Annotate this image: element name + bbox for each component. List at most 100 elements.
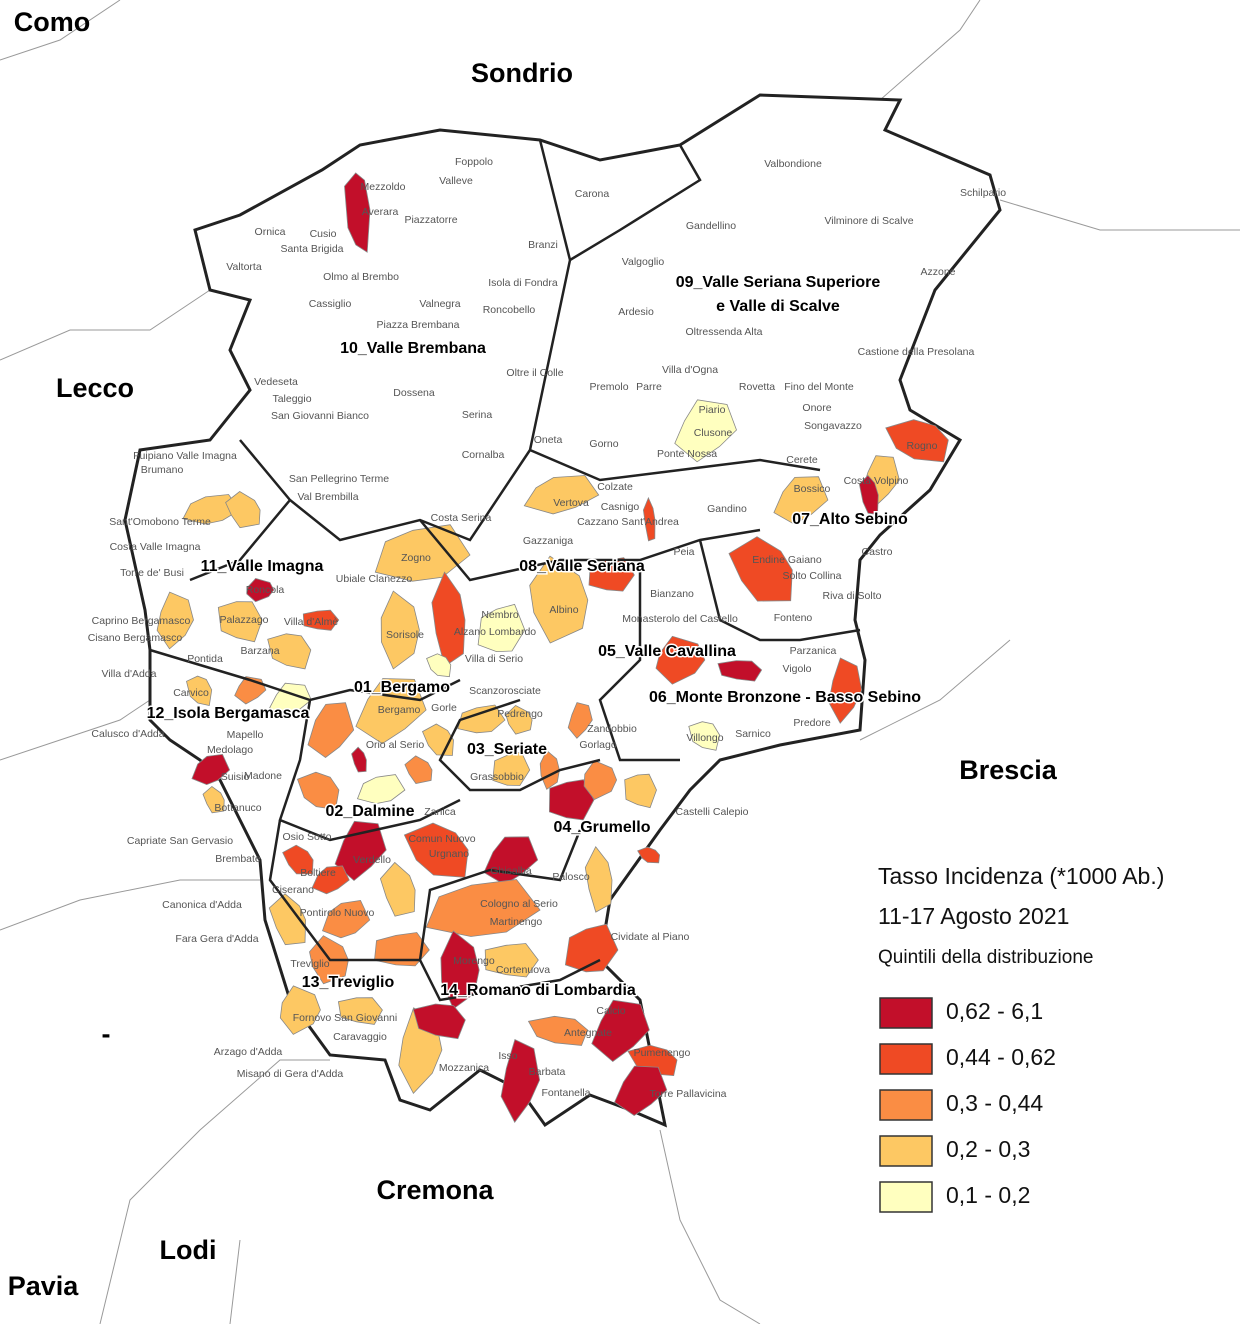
municipality-area [584,845,613,913]
municipality-label: Villa di Serio [465,653,523,665]
municipality-area [674,399,737,463]
municipality-label: Calcio [596,1005,625,1017]
municipality-area [637,846,661,864]
municipality-label: Zandobbio [587,723,637,735]
municipality-area [567,702,593,739]
municipality-label: Gorle [431,702,457,714]
municipality-label: Oltre il Colle [506,367,563,379]
municipality-label: Valnegra [419,298,460,310]
municipality-area [374,524,471,582]
municipality-label: Vigolo [783,663,812,675]
province-label: Pavia [8,1271,80,1301]
municipality-label: Caprino Bergamasco [92,615,191,627]
legend-label: 0,3 - 0,44 [946,1090,1043,1116]
municipality-label: Isola di Fondra [488,277,558,289]
municipality-label: Antegnate [564,1027,612,1039]
municipality-area [717,660,763,682]
district-label: 08_Valle Seriana [519,558,645,575]
municipality-label: San Pellegrino Terme [289,473,389,485]
municipality-area [355,678,427,745]
municipality-label: Serina [462,409,493,421]
municipality-label: Pedrengo [497,708,543,720]
municipality-label: Cusio [310,228,337,240]
district-label: 10_Valle Brembana [340,340,486,357]
legend-caption: Quintili della distribuzione [878,947,1093,968]
legend-swatch [879,997,933,1029]
municipality-label: Valgoglio [622,256,665,268]
municipality-label: Scanzorosciate [469,685,541,697]
province-label: Sondrio [471,58,573,88]
municipality-label: Foppolo [455,156,493,168]
district-label: 04_Grumello [554,819,651,836]
municipality-area [351,746,367,773]
municipality-label: Parzanica [790,645,837,657]
municipality-label: Carvico [173,687,209,699]
municipality-area [374,932,430,967]
municipality-label: Endine Gaiano [752,554,822,566]
municipality-area [191,753,231,786]
municipality-label: Vedeseta [254,376,298,388]
municipality-label: San Giovanni Bianco [271,410,369,422]
municipality-area [344,172,371,253]
municipality-label: Vilminore di Scalve [824,215,913,227]
legend-swatch [879,1043,933,1075]
municipality-label: Calusco d'Adda [91,728,164,740]
municipality-label: Roncola [246,584,285,596]
municipality-label: Predore [793,717,831,729]
municipality-label: Cornalba [462,449,505,461]
province-label: Lecco [56,373,134,403]
municipality-label: Oneta [534,434,563,446]
municipality-label: Piazzatorre [404,214,457,226]
municipality-area [186,675,213,706]
municipality-label: Parre [636,381,662,393]
municipality-label: Colzate [597,481,633,493]
municipality-label: Bottanuco [214,802,261,814]
legend-label: 0,2 - 0,3 [946,1136,1030,1162]
municipality-label: Bianzano [650,588,694,600]
municipality-label: Villongo [686,732,723,744]
municipality-label: Gazzaniga [523,535,573,547]
municipality-label: Sarnico [735,728,771,740]
municipality-area [379,861,416,917]
municipality-label: Cerete [786,454,818,466]
municipality-label: Nembro [481,609,519,621]
municipality-label: Castro [862,546,893,558]
municipality-area [885,419,949,463]
municipality-label: Averara [362,206,399,218]
municipality-label: Peia [673,546,694,558]
municipality-label: Casnigo [601,501,640,513]
municipality-label: Piazza Brembana [377,319,460,331]
municipality-area [404,755,433,784]
municipality-label: Villa d'Ogna [662,364,718,376]
labels: Como Sondrio Lecco Brescia Cremona Lodi Pavia -… [8,7,1058,1301]
municipality-label: Gorlago [579,739,617,751]
municipality-label: Vertova [553,497,589,509]
municipality-label: Ponte Nossa [657,448,717,460]
municipality-label: Branzi [528,239,558,251]
municipality-label: Azzone [920,266,955,278]
municipality-label: Monasterolo del Castello [622,613,738,625]
municipality-area [246,578,275,603]
municipality-label: Canonica d'Adda [162,899,242,911]
municipality-area [484,943,539,978]
district-label: 12_Isola Bergamasca [147,705,310,722]
municipality-label: Palazzago [219,614,268,626]
district-borders [149,139,861,1002]
municipality-area [773,476,829,525]
province-label: - [102,1019,111,1049]
district-label: 01_Bergamo [354,679,450,696]
municipality-label: Valleve [439,175,473,187]
district-label: 05_Valle Cavallina [598,643,736,660]
municipality-label: Capriate San Gervasio [127,835,233,847]
municipality-label: Santa Brigida [280,243,343,255]
municipality-area [728,536,793,602]
municipality-area [282,844,314,875]
municipality-label: Zanica [424,806,456,818]
municipality-label: Bossico [794,483,831,495]
municipality-label: Rogno [907,440,938,452]
district-label: 11_Valle Imagna [201,558,324,575]
municipality-label: Valbondione [764,158,822,170]
municipality-area [624,773,657,809]
